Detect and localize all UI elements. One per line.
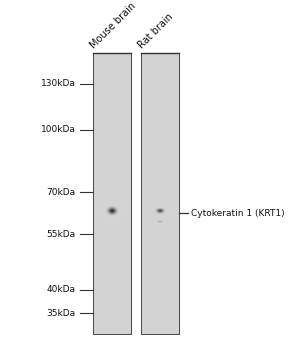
Text: 40kDa: 40kDa <box>47 286 76 294</box>
Text: Cytokeratin 1 (KRT1): Cytokeratin 1 (KRT1) <box>190 209 284 218</box>
Text: 35kDa: 35kDa <box>47 309 76 318</box>
Text: 130kDa: 130kDa <box>41 79 76 89</box>
Bar <box>141 53 179 335</box>
Bar <box>93 53 131 335</box>
Text: Mouse brain: Mouse brain <box>88 1 138 50</box>
Text: 100kDa: 100kDa <box>41 125 76 134</box>
Text: Rat brain: Rat brain <box>137 12 175 50</box>
Text: 55kDa: 55kDa <box>47 230 76 239</box>
Text: 70kDa: 70kDa <box>47 188 76 197</box>
